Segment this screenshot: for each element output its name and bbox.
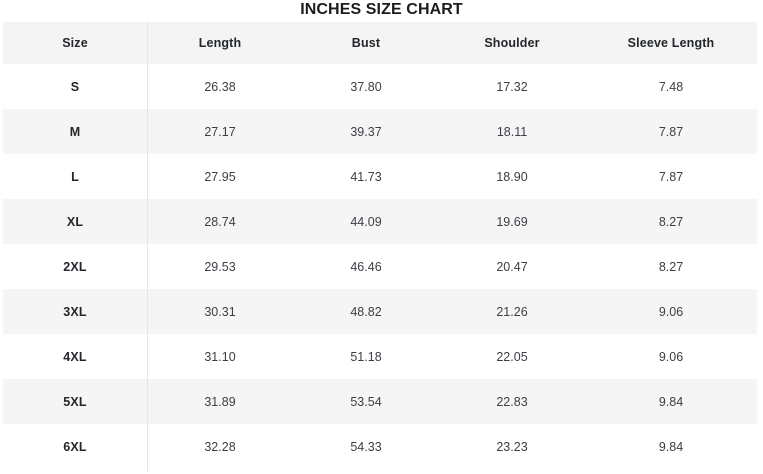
cell-sleeve-length: 9.84 [658, 439, 684, 454]
column-header-length: Length [198, 36, 242, 50]
table-header: Size Length Bust Shoulder Sleeve Length [3, 22, 757, 64]
cell-shoulder: 18.90 [496, 169, 528, 184]
cell-sleeve-length: 9.06 [658, 304, 684, 319]
cell-sleeve-length: 8.27 [658, 259, 684, 274]
table-row: 4XL 31.10 51.18 22.05 9.06 [3, 334, 757, 379]
cell-bust: 48.82 [350, 304, 382, 319]
table-row: S 26.38 37.80 17.32 7.48 [3, 64, 757, 109]
cell-size: 6XL [63, 439, 87, 454]
cell-size: L [71, 169, 79, 184]
cell-shoulder: 22.05 [496, 349, 528, 364]
cell-size: 5XL [63, 394, 87, 409]
table-row: XL 28.74 44.09 19.69 8.27 [3, 199, 757, 244]
table-row: 2XL 29.53 46.46 20.47 8.27 [3, 244, 757, 289]
cell-size: M [69, 124, 81, 139]
cell-length: 26.38 [204, 79, 236, 94]
cell-length: 31.89 [204, 394, 236, 409]
cell-length: 31.10 [204, 349, 236, 364]
column-header-size: Size [62, 36, 88, 50]
table-header-row: Size Length Bust Shoulder Sleeve Length [3, 22, 757, 64]
cell-bust: 37.80 [350, 79, 382, 94]
cell-shoulder: 18.11 [496, 124, 528, 139]
column-header-sleeve-length: Sleeve Length [627, 36, 715, 50]
cell-bust: 44.09 [350, 214, 382, 229]
cell-bust: 54.33 [350, 439, 382, 454]
cell-sleeve-length: 8.27 [658, 214, 684, 229]
page-title: INCHES SIZE CHART [300, 1, 463, 18]
cell-length: 29.53 [204, 259, 236, 274]
cell-bust: 53.54 [350, 394, 382, 409]
cell-sleeve-length: 7.87 [658, 124, 684, 139]
cell-size: XL [66, 214, 84, 229]
cell-bust: 46.46 [350, 259, 382, 274]
size-column-divider [147, 22, 148, 471]
cell-length: 32.28 [204, 439, 236, 454]
size-chart-table: Size Length Bust Shoulder Sleeve Length … [3, 22, 757, 469]
cell-shoulder: 19.69 [496, 214, 528, 229]
cell-sleeve-length: 7.87 [658, 169, 684, 184]
column-header-shoulder: Shoulder [484, 36, 540, 50]
cell-shoulder: 23.23 [496, 439, 528, 454]
cell-bust: 41.73 [350, 169, 382, 184]
table-row: 6XL 32.28 54.33 23.23 9.84 [3, 424, 757, 469]
table-row: L 27.95 41.73 18.90 7.87 [3, 154, 757, 199]
cell-size: 2XL [63, 259, 87, 274]
table-body: S 26.38 37.80 17.32 7.48 M 27.17 39.37 1… [3, 64, 757, 469]
cell-sleeve-length: 9.84 [658, 394, 684, 409]
cell-sleeve-length: 9.06 [658, 349, 684, 364]
cell-shoulder: 21.26 [496, 304, 528, 319]
cell-size: S [70, 79, 80, 94]
table-row: 3XL 30.31 48.82 21.26 9.06 [3, 289, 757, 334]
cell-shoulder: 22.83 [496, 394, 528, 409]
cell-sleeve-length: 7.48 [658, 79, 684, 94]
cell-bust: 39.37 [350, 124, 382, 139]
cell-length: 27.95 [204, 169, 236, 184]
cell-shoulder: 20.47 [496, 259, 528, 274]
cell-shoulder: 17.32 [496, 79, 528, 94]
cell-size: 4XL [63, 349, 87, 364]
cell-length: 27.17 [204, 124, 236, 139]
cell-length: 30.31 [204, 304, 236, 319]
table-row: M 27.17 39.37 18.11 7.87 [3, 109, 757, 154]
cell-length: 28.74 [204, 214, 236, 229]
cell-bust: 51.18 [350, 349, 382, 364]
cell-size: 3XL [63, 304, 87, 319]
column-header-bust: Bust [351, 36, 381, 50]
table-row: 5XL 31.89 53.54 22.83 9.84 [3, 379, 757, 424]
